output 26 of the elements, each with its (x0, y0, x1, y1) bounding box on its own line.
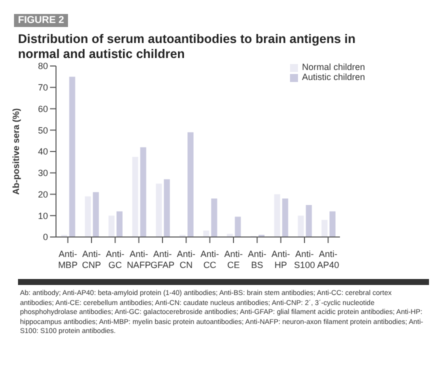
x-tick-label: Anti-NAFP (126, 249, 151, 270)
x-tick-label: Anti-BS (248, 249, 266, 270)
y-tick-label: 10 (38, 210, 48, 221)
x-tick-label: Anti-CC (200, 249, 220, 270)
chart-title: Distribution of serum autoantibodies to brain antigens in normal and autistic children (18, 32, 357, 62)
y-tick-label: 30 (38, 168, 48, 178)
x-tick-label: Anti-CNP (82, 249, 102, 270)
x-tick-label: Anti-MBP (58, 249, 78, 270)
legend-label: Autistic children (302, 72, 365, 82)
y-tick-label: 60 (38, 104, 48, 114)
y-tick-label: 80 (38, 61, 48, 72)
y-tick-label: 0 (42, 232, 48, 242)
y-tick-label: 40 (38, 146, 48, 157)
y-axis-title: Ab-positive sera (%) (11, 108, 22, 195)
x-tick-label: Anti-S100 (294, 249, 315, 270)
y-tick-label: 70 (38, 82, 48, 93)
x-tick-label: Anti-GC (106, 249, 124, 270)
chart-subtitle: FIGURE 2 (14, 14, 68, 27)
x-tick-label: Anti-CE (224, 249, 243, 270)
x-tick-label: Anti-GFAP (150, 249, 174, 270)
y-tick-label: 20 (38, 189, 48, 200)
y-tick-label: 50 (38, 125, 48, 136)
x-tick-label: Anti-HP (272, 249, 290, 270)
x-tick-label: Anti-CN (176, 249, 196, 270)
x-tick-label: Anti-AP40 (317, 249, 340, 270)
legend-label: Normal children (302, 62, 365, 72)
